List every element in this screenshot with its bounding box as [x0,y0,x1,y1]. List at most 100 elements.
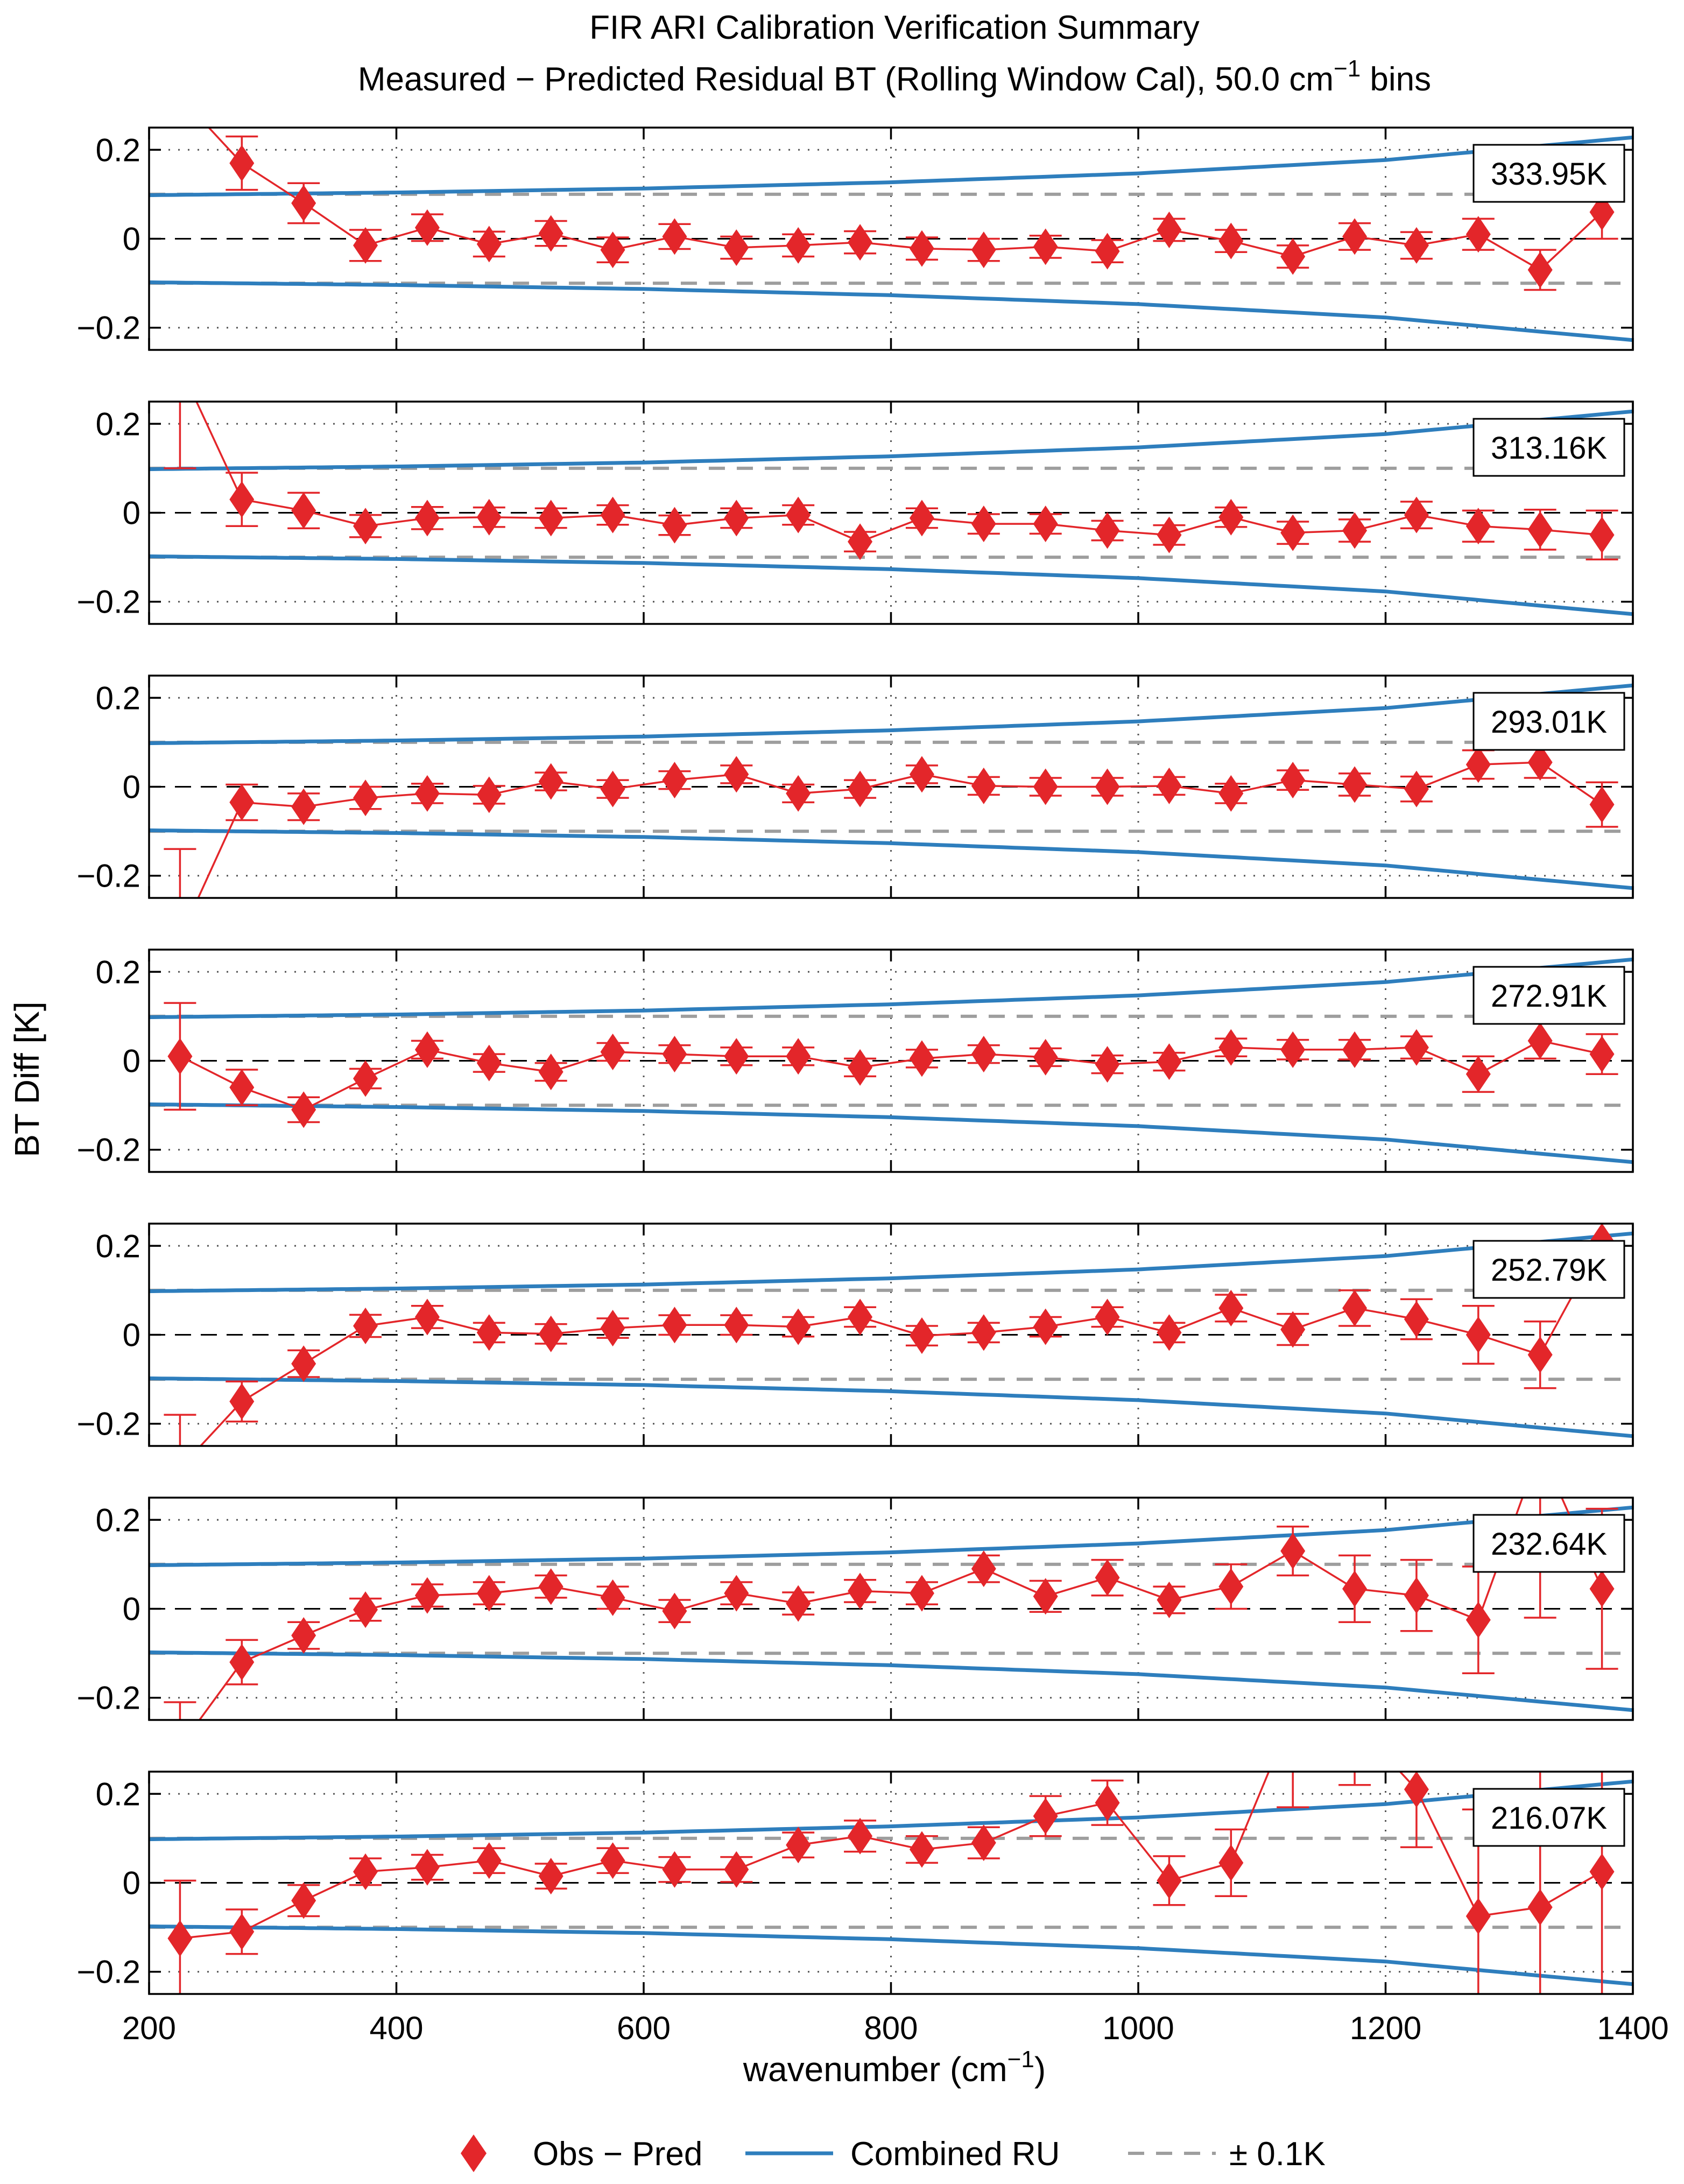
error-bar [164,1701,196,1720]
temperature-label: 252.79K [1491,1253,1607,1288]
panel: 0.2 0 −0.2 272.91K [77,949,1634,1173]
data-point [1342,1570,1368,1607]
y-tick-label: 0 [123,1317,140,1353]
y-tick-label: −0.2 [77,310,140,346]
plot-area [149,683,1633,898]
grid [149,402,1633,624]
y-tick-label: 0.2 [96,1776,140,1812]
ru-curve-lower [149,828,1633,890]
data-point [1218,1029,1244,1066]
data-point [1033,1578,1058,1615]
temperature-label: 272.91K [1491,979,1607,1014]
grid [149,676,1633,898]
chart-subtitle-superscript: −1 [1334,55,1361,82]
legend-ru-label: Combined RU [850,2136,1060,2173]
y-tick-label: 0.2 [96,1502,140,1538]
data-point [229,784,255,821]
data-point [353,1853,378,1890]
temperature-label-box [1472,144,1625,203]
data-point [1342,1289,1368,1326]
data-point [353,1060,378,1097]
data-point [291,1882,316,1919]
data-point [786,1308,811,1345]
data-point [1033,228,1058,265]
data-point [1589,1036,1615,1073]
panel: 0.2 0 −0.2 333.95K [77,127,1634,351]
data-point [848,1049,873,1086]
data-point [600,1033,625,1070]
data-point [724,756,749,793]
data-point [1404,770,1429,807]
data-point [476,1575,502,1612]
data-point [786,1827,811,1864]
data-point [909,1575,934,1612]
data-point [414,1298,440,1336]
data-point [538,1568,563,1605]
data-point [1589,1853,1615,1890]
panel: 0.2 0 −0.2 232.64K [77,1497,1634,1721]
data-point [1033,1797,1058,1835]
x-axis-label: wavenumber (cm−1) [743,2046,1046,2089]
data-point [353,1591,378,1628]
data-point [971,1314,996,1351]
data-point [1404,1029,1429,1066]
data-point [848,224,873,261]
data-point [1465,1316,1491,1353]
data-point [724,1038,749,1075]
data-point [662,507,687,544]
data-point [909,756,934,793]
x-axis-label-main: wavenumber (cm [743,2050,1007,2089]
ru-curve-upper [149,135,1633,198]
ru-curve-lower [149,1650,1633,1712]
legend-obs-marker [461,2134,487,2172]
data-point [476,1044,502,1082]
data-point [1527,1888,1553,1926]
data-point [353,1307,378,1344]
data-point [1157,1043,1182,1080]
data-point [1527,511,1553,548]
data-point [414,209,440,246]
data-point [600,1310,625,1347]
data-point [1527,251,1553,289]
data-point [848,1298,873,1336]
data-point [1404,1772,1429,1808]
data-point [600,1842,625,1879]
x-tick-label: 600 [617,2010,671,2046]
plot-area [149,1772,1633,1994]
panel: 0.2 0 −0.2 252.79K [77,1223,1634,1447]
data-point [291,492,316,529]
temperature-label: 216.07K [1491,1801,1607,1836]
data-point [600,496,625,533]
y-tick-label: −0.2 [77,1406,140,1442]
data-point [167,1920,193,1957]
y-tick-label: 0.2 [96,680,140,716]
ru-curve-upper [149,409,1633,472]
data-point [1095,512,1120,549]
data-point [1095,1046,1120,1083]
temperature-label: 313.16K [1491,431,1607,466]
data-point [848,523,873,560]
data-point [1095,233,1120,270]
y-tick-label: 0 [123,221,140,257]
data-point [971,1036,996,1073]
data-point [724,229,749,266]
y-tick-label: 0.2 [96,132,140,168]
data-point [1280,514,1306,551]
grid [149,1772,1633,1994]
data-point [1342,766,1368,803]
data-point [1465,216,1491,253]
data-point [971,505,996,543]
data-point [1589,193,1615,230]
data-point [1218,1289,1244,1326]
data-point [353,508,378,545]
panel: 0.2 0 −0.2 313.16K [77,401,1634,625]
data-point [1157,516,1182,553]
data-point [291,1345,316,1382]
plot-area [149,957,1633,1164]
data-point [1527,1336,1553,1373]
ru-curve-lower [149,1102,1633,1164]
plot-area [149,1224,1633,1446]
data-point [1465,508,1491,545]
data-point [291,788,316,825]
data-point [1218,1844,1244,1881]
